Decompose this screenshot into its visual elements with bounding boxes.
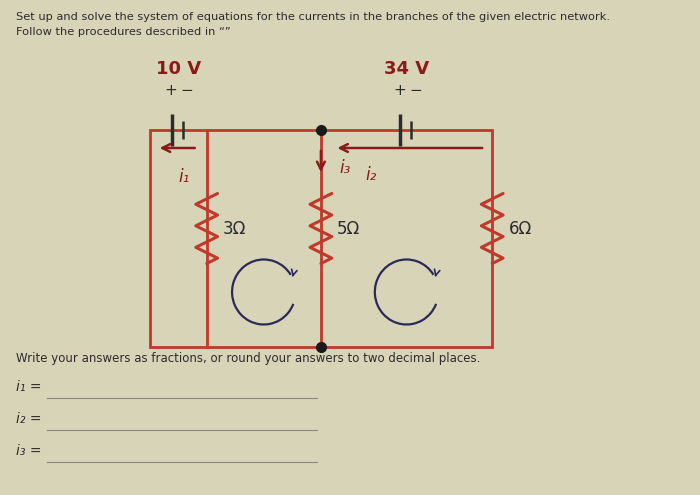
Text: 5Ω: 5Ω	[337, 219, 360, 238]
Text: Set up and solve the system of equations for the currents in the branches of the: Set up and solve the system of equations…	[16, 12, 610, 22]
Text: 6Ω: 6Ω	[508, 219, 532, 238]
Text: +: +	[393, 83, 406, 98]
Text: i₁: i₁	[178, 168, 190, 186]
Text: Write your answers as fractions, or round your answers to two decimal places.: Write your answers as fractions, or roun…	[16, 352, 481, 365]
Text: i₃: i₃	[339, 159, 350, 177]
Text: +: +	[164, 83, 177, 98]
Text: i₂: i₂	[365, 166, 377, 184]
Text: 3Ω: 3Ω	[223, 219, 246, 238]
Text: Follow the procedures described in “”: Follow the procedures described in “”	[16, 27, 231, 37]
Text: i₂ =: i₂ =	[16, 412, 42, 426]
Text: 34 V: 34 V	[384, 60, 429, 78]
Text: 10 V: 10 V	[155, 60, 201, 78]
Text: −: −	[181, 83, 194, 98]
Text: i₃ =: i₃ =	[16, 444, 42, 458]
Text: −: −	[410, 83, 422, 98]
Text: i₁ =: i₁ =	[16, 380, 42, 394]
